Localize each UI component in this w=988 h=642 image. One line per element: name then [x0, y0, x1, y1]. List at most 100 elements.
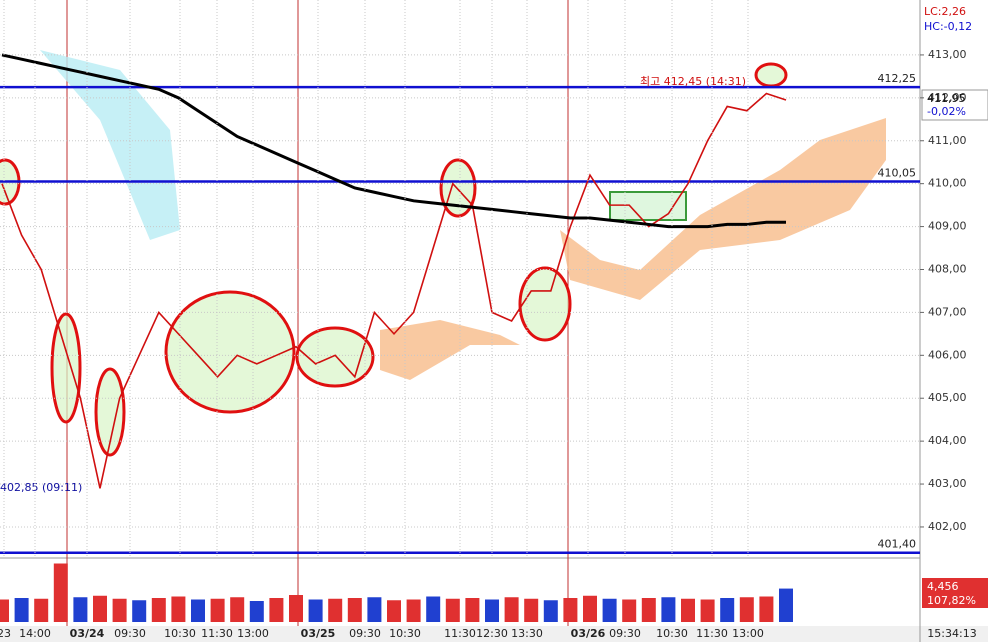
volume-bar [308, 599, 323, 622]
highlight [439, 158, 477, 218]
volume-bar [34, 598, 49, 622]
x-tick-label: 15:34:13 [927, 627, 976, 640]
volume-bar [230, 597, 245, 622]
volume-bar [583, 595, 597, 622]
y-tick-label: 406,00 [928, 348, 967, 361]
x-tick-label: 03/26 [571, 627, 606, 640]
level-label: 401,40 [878, 538, 917, 551]
volume-bar [93, 595, 107, 622]
volume-bar [622, 599, 637, 622]
x-tick-label: 11:30 [696, 627, 728, 640]
volume-bar [14, 598, 29, 622]
x-tick-label: 03/24 [70, 627, 105, 640]
volume-bar [465, 598, 480, 622]
cloud [40, 50, 180, 240]
volume-bar [445, 598, 460, 622]
highlight [754, 62, 788, 88]
x-tick-label: 09:30 [349, 627, 381, 640]
y-tick-label: 408,00 [928, 262, 967, 275]
volume-bar [485, 599, 499, 622]
volume-bar [249, 601, 264, 622]
volume-bar [700, 599, 715, 622]
volume-bar [132, 600, 147, 622]
volume-bar [779, 588, 793, 622]
volume-bar [191, 599, 205, 622]
y-tick-label: 402,00 [928, 520, 967, 533]
highlight [518, 266, 572, 342]
y-tick-label: 404,00 [928, 434, 967, 447]
highlight [94, 367, 126, 457]
volume-bar [73, 597, 88, 622]
volume-bar [151, 598, 166, 622]
cloud [380, 320, 520, 380]
top-label: HC:-0,12 [924, 20, 972, 33]
x-tick-label: 23 [0, 627, 11, 640]
volume-bar [328, 598, 343, 622]
volume-bar [504, 597, 519, 622]
volume-bar [720, 598, 735, 622]
x-tick-label: 10:30 [389, 627, 421, 640]
time-axis-band [0, 626, 988, 642]
highlight [50, 312, 82, 424]
volume-bar [406, 599, 421, 622]
volume-bar [426, 596, 441, 622]
x-tick-label: 10:30 [164, 627, 196, 640]
volume-bar [112, 598, 127, 622]
volume-bar [641, 598, 656, 622]
annotation: 402,85 (09:11) [0, 481, 82, 494]
last-price: 411,95 [927, 92, 966, 105]
highlights [0, 62, 788, 457]
x-tick-label: 11:30 [201, 627, 233, 640]
x-tick-label: 13:00 [732, 627, 764, 640]
x-tick-label: 14:00 [19, 627, 51, 640]
x-tick-label: 09:30 [114, 627, 146, 640]
top-label: LC:2,26 [924, 5, 966, 18]
y-tick-label: 410,00 [928, 177, 967, 190]
volume-label: 4,456 [927, 580, 959, 593]
cloud [560, 118, 886, 300]
volume-bar [543, 600, 558, 622]
volume-bar [367, 597, 382, 622]
y-tick-label: 409,00 [928, 220, 967, 233]
volume-bar [661, 597, 676, 622]
y-tick-label: 413,00 [928, 48, 967, 61]
x-tick-label: 10:30 [656, 627, 688, 640]
volume-bar [347, 598, 362, 622]
y-tick-label: 405,00 [928, 391, 967, 404]
volume-bar [210, 598, 225, 622]
series-line [1, 53, 786, 229]
volume-bar [681, 598, 695, 622]
y-tick-label: 411,00 [928, 134, 967, 147]
volume-bar [602, 598, 617, 622]
x-tick-label: 13:00 [237, 627, 269, 640]
x-tick-label: 03/25 [301, 627, 336, 640]
volume-bar [53, 563, 68, 622]
x-tick-label: 13:30 [511, 627, 543, 640]
volume-bar [269, 598, 284, 622]
x-tick-label: 09:30 [609, 627, 641, 640]
y-tick-label: 403,00 [928, 477, 967, 490]
volume-bar [563, 598, 578, 622]
annotation: 최고 412,45 (14:31) [640, 75, 746, 88]
volume-bar [739, 597, 754, 622]
volume-ratio: 107,82% [927, 594, 976, 607]
y-tick-label: 407,00 [928, 305, 967, 318]
change-label: -0,02% [927, 105, 966, 118]
volume-box [922, 578, 988, 608]
volume-bar [524, 598, 539, 622]
volume-bar [0, 599, 9, 622]
level-label: 410,05 [878, 167, 917, 180]
volume-bar [759, 596, 774, 622]
level-label: 412,25 [878, 72, 917, 85]
highlight [164, 290, 296, 414]
volume-bar [387, 600, 401, 622]
x-tick-label: 11:30 [444, 627, 476, 640]
highlight [295, 326, 375, 388]
box [609, 191, 687, 221]
y-tick-label: 412,00 [928, 91, 967, 104]
x-tick-label: 12:30 [476, 627, 508, 640]
price-box [921, 89, 988, 121]
series-line [1, 92, 787, 489]
